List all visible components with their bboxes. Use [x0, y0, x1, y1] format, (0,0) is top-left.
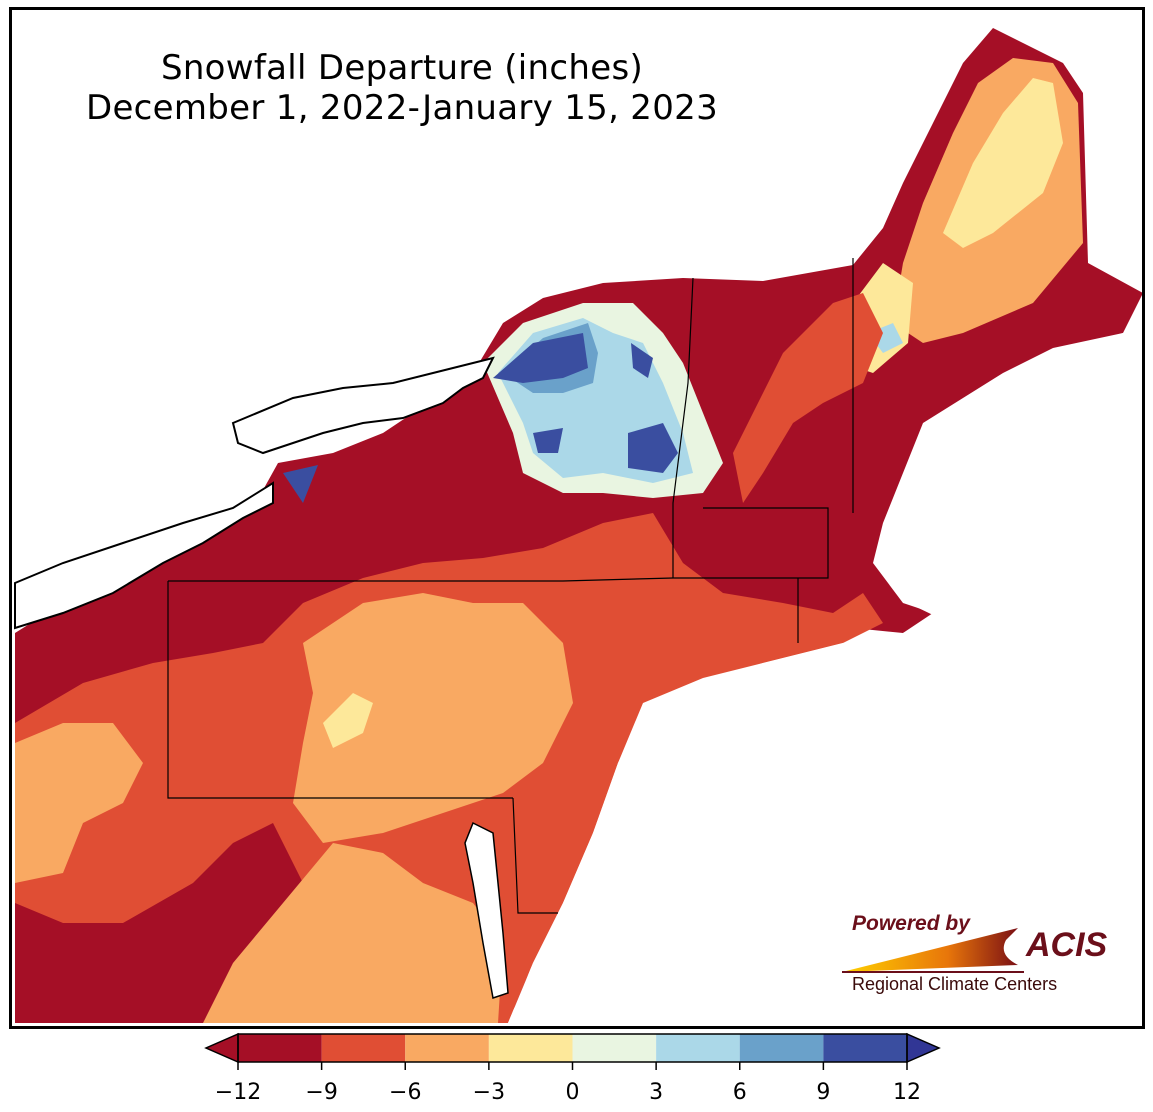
chesapeake-bay — [464, 821, 509, 999]
colorbar-tick-label: 9 — [816, 1080, 831, 1105]
region-darkblue-ny1 — [493, 333, 588, 383]
colorbar-bin-5 — [656, 1034, 740, 1062]
title-line-2: December 1, 2022-January 15, 2023 — [85, 88, 719, 128]
region-darkblue-ny4 — [631, 343, 653, 378]
snowfall-departure-map — [14, 28, 1142, 1023]
colorbar-bin-2 — [405, 1034, 489, 1062]
lake-ontario — [231, 356, 495, 455]
colorbar-legend — [204, 1032, 941, 1070]
colorbar-tick-label: −6 — [389, 1080, 422, 1105]
title-line-1: Snowfall Departure (inches) — [160, 48, 644, 88]
region-darkblue-erie — [283, 465, 318, 503]
region-yellow-maine — [943, 78, 1063, 248]
colorbar-bin-7 — [823, 1034, 907, 1062]
colorbar-tick-label: −12 — [214, 1080, 262, 1105]
rcc-text: Regional Climate Centers — [852, 974, 1058, 994]
region-red-ne — [733, 293, 883, 503]
region-orange-va — [203, 843, 503, 1023]
colorbar-tick-label: −9 — [305, 1080, 338, 1105]
lake-erie — [14, 481, 274, 630]
colorbar-tick-label: −3 — [472, 1080, 506, 1105]
colorbar-bin-3 — [488, 1034, 573, 1062]
colorbar-bin-1 — [321, 1034, 406, 1062]
map-title: Snowfall Departure (inches) December 1, … — [52, 48, 752, 128]
atlantic-ocean — [508, 603, 1142, 1023]
map-frame: Snowfall Departure (inches) December 1, … — [9, 7, 1145, 1029]
region-yellow-pa — [323, 693, 373, 748]
colorbar-bin-6 — [739, 1034, 824, 1062]
gulf-of-maine — [878, 323, 1142, 615]
colorbar-tick-label: 6 — [732, 1080, 747, 1105]
acis-text: ACIS — [1026, 926, 1108, 964]
acis-logo: Powered by ACIS Regional Climate Centers — [838, 910, 1128, 1005]
colorbar-bin-4 — [572, 1034, 657, 1062]
state-borders — [167, 258, 854, 914]
colorbar-over-arrow — [906, 1032, 941, 1064]
powered-by-text: Powered by — [852, 912, 970, 935]
region-darkblue-ny3 — [533, 428, 563, 453]
region-orange-mid — [293, 593, 573, 843]
region-darkblue-ny2 — [628, 423, 678, 473]
colorbar-under-arrow — [204, 1032, 239, 1064]
colorbar-tick-label: 0 — [565, 1080, 580, 1105]
region-orange-south — [15, 723, 143, 883]
swoosh-icon — [842, 928, 1024, 973]
colorbar-tick-label: 12 — [893, 1080, 921, 1105]
colorbar-bin-0 — [238, 1034, 322, 1062]
colorbar-tick-label: 3 — [649, 1080, 664, 1105]
